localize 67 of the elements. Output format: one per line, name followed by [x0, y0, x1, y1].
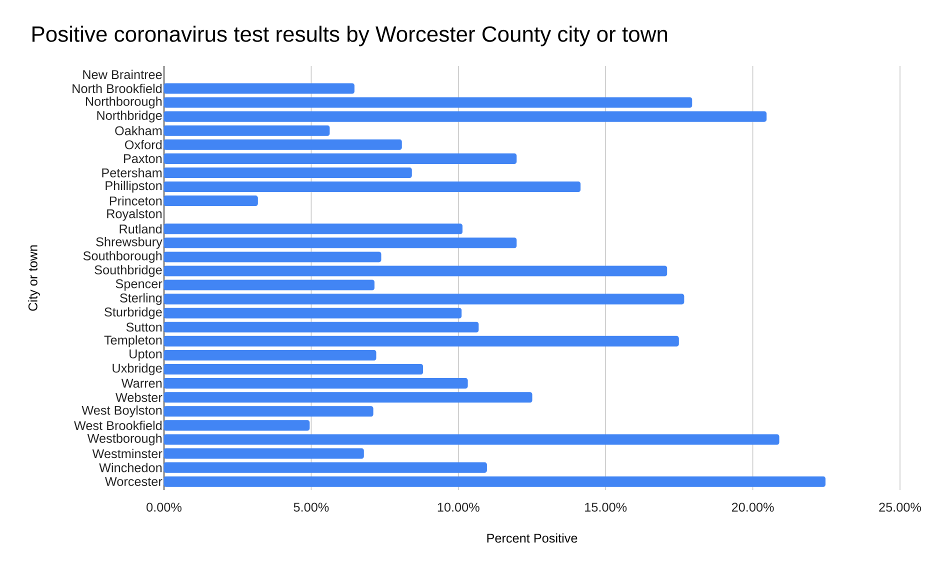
bar — [164, 111, 767, 122]
y-tick-label: Sutton — [126, 322, 162, 332]
bar — [164, 139, 402, 150]
y-tick-label: Uxbridge — [112, 363, 162, 376]
bar — [164, 238, 517, 248]
bar — [164, 336, 679, 346]
y-tick-label: Shrewsbury — [96, 237, 162, 249]
y-tick-label: Phillipston — [106, 180, 162, 193]
bar — [164, 434, 780, 445]
bar — [164, 252, 382, 262]
y-tick-label: North Brookfield — [72, 84, 162, 94]
y-tick-label: Royalston — [107, 208, 162, 221]
y-tick-label: Sturbridge — [104, 307, 162, 320]
bar — [164, 462, 487, 473]
bar — [164, 448, 364, 459]
bar — [164, 125, 330, 136]
bar — [164, 364, 424, 375]
chart-title: Positive coronavirus test results by Worcester County city or town — [32, 26, 668, 46]
bar — [164, 97, 692, 108]
y-tick-label: Rutland — [120, 224, 162, 234]
y-tick-label: West Boylston — [82, 405, 162, 418]
y-tick-label: Templeton — [104, 335, 162, 348]
bar — [164, 350, 376, 360]
y-tick-label: New Braintree — [83, 70, 162, 80]
bar — [164, 196, 258, 206]
y-tick-label: Warren — [121, 378, 162, 388]
bar — [164, 153, 517, 164]
bar — [164, 378, 468, 389]
y-tick-label: Webster — [116, 392, 162, 402]
y-tick-label: West Brookfield — [74, 420, 162, 430]
bar — [164, 406, 374, 417]
y-tick-label: Sterling — [120, 293, 162, 305]
x-tick-label: 20.00% — [732, 502, 774, 512]
bar — [164, 280, 374, 290]
y-tick-label: Upton — [130, 350, 162, 361]
bar — [164, 224, 462, 234]
bar — [164, 322, 479, 332]
y-tick-label: Southborough — [83, 251, 162, 263]
bar — [164, 294, 684, 304]
bar — [164, 476, 826, 487]
y-tick-label: Worcester — [104, 477, 162, 486]
y-axis-title: City or town — [28, 245, 40, 311]
y-tick-label: Northborough — [86, 96, 162, 108]
bar — [164, 167, 412, 178]
x-tick-label: 0.00% — [146, 502, 182, 512]
y-tick-label: Oakham — [115, 126, 162, 136]
y-tick-label: Petersham — [102, 168, 162, 178]
x-tick-label: 25.00% — [879, 502, 922, 512]
x-tick-label: 5.00% — [294, 502, 329, 512]
y-tick-label: Oxford — [124, 140, 162, 150]
bar — [164, 181, 581, 192]
y-tick-label: Paxton — [124, 154, 162, 164]
y-tick-label: Winchedon — [99, 462, 162, 472]
x-tick-label: 10.00% — [438, 502, 480, 512]
bar — [164, 83, 354, 94]
y-tick-label: Spencer — [116, 279, 162, 291]
x-tick-label: 15.00% — [585, 502, 627, 512]
y-tick-label: Princeton — [110, 196, 162, 206]
y-tick-label: Westminster — [92, 448, 162, 458]
bar — [164, 392, 532, 403]
x-axis-title: Percent Positive — [487, 533, 578, 543]
bar — [164, 308, 462, 318]
y-tick-label: Westborough — [87, 434, 162, 446]
bar — [164, 266, 668, 276]
y-tick-label: Northbridge — [97, 110, 162, 122]
bar — [164, 420, 310, 431]
y-tick-label: Southbridge — [94, 265, 162, 277]
